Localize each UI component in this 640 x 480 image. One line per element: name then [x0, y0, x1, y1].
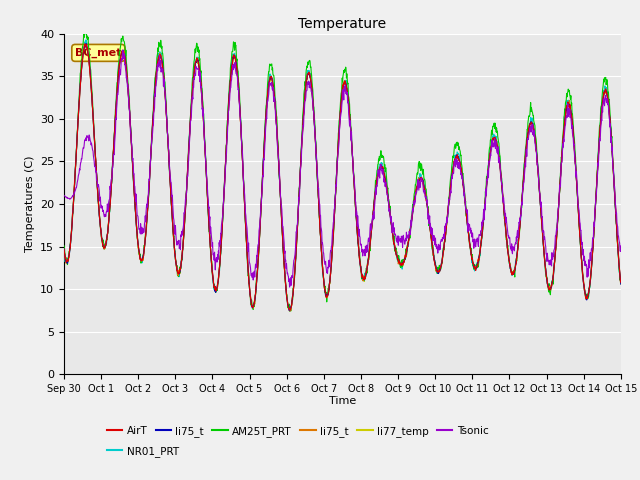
Title: Temperature: Temperature	[298, 17, 387, 31]
Text: BC_met: BC_met	[75, 48, 122, 58]
Legend: NR01_PRT: NR01_PRT	[102, 442, 183, 461]
Y-axis label: Temperatures (C): Temperatures (C)	[24, 156, 35, 252]
X-axis label: Time: Time	[329, 396, 356, 406]
